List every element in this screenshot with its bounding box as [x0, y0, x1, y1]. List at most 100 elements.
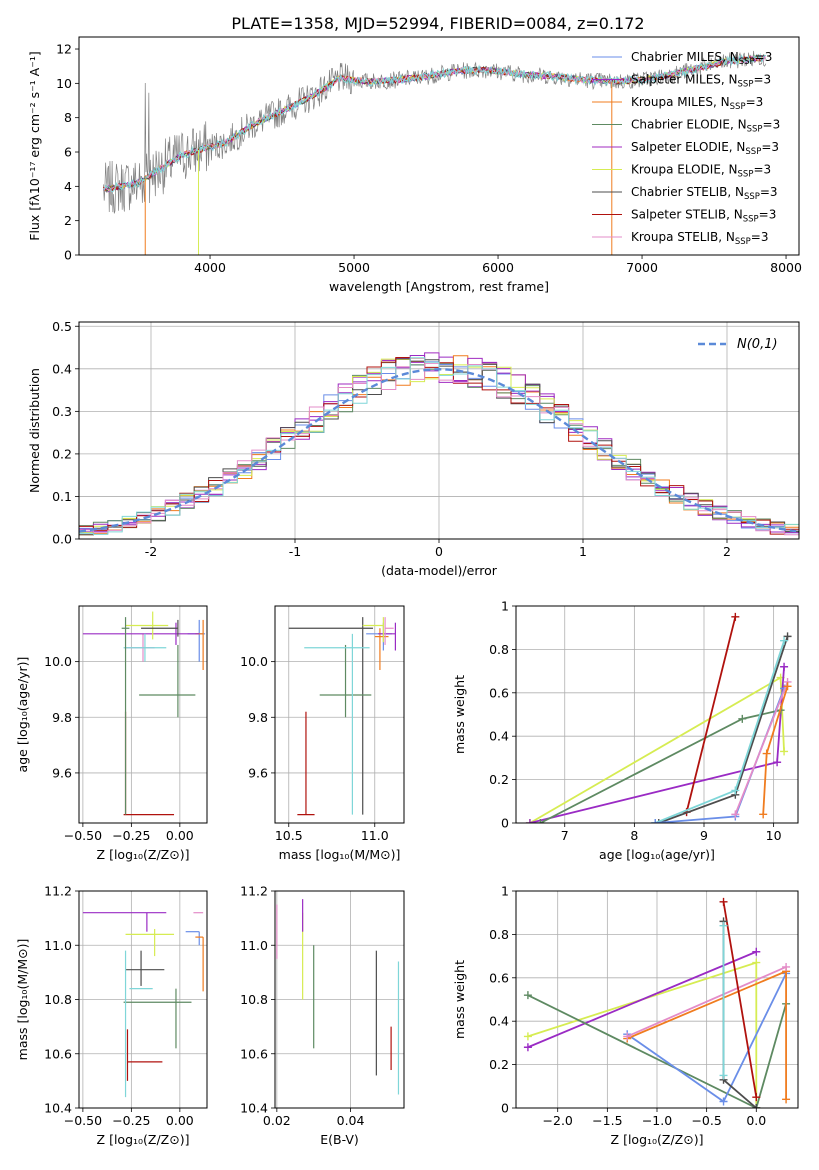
weight-point-marker — [752, 1093, 761, 1102]
weight-point-marker — [525, 819, 534, 823]
x-tick-label: 8 — [630, 828, 638, 843]
weight-series-line — [655, 688, 785, 823]
legend-label-sub: SSP — [735, 237, 751, 247]
y-tick-label: 0.5 — [52, 319, 72, 334]
weight-point-marker — [762, 749, 771, 758]
observed-spectrum — [103, 50, 767, 214]
y-tick-label: 10.6 — [44, 1046, 72, 1061]
y-tick-label: 0 — [501, 816, 509, 831]
legend-label-text: Kroupa MILES, N — [631, 95, 730, 109]
x-tick-label: 4000 — [194, 260, 226, 275]
x-tick-label: 0.00 — [166, 828, 194, 843]
weight-point-marker — [773, 758, 782, 767]
y-tick-label: 0.2 — [489, 1057, 509, 1072]
x-tick-label: −1.5 — [592, 1113, 622, 1128]
normal-reference-curve — [79, 368, 797, 533]
y-tick-label: 10.6 — [240, 1046, 268, 1061]
model-spectrum — [103, 55, 766, 191]
x-tick-label: 11.0 — [361, 828, 389, 843]
y-tick-label: 0.4 — [52, 361, 72, 376]
weight-series-line — [529, 676, 785, 823]
x-axis-label: (data-model)/error — [381, 563, 498, 578]
x-tick-label: −0.25 — [112, 828, 150, 843]
y-tick-label: 10.0 — [240, 654, 268, 669]
axes-frame — [515, 605, 799, 824]
x-tick-label: −0.50 — [64, 828, 102, 843]
x-tick-label: 7 — [561, 828, 569, 843]
legend-label: Chabrier MILES, NSSP=3 — [631, 50, 772, 67]
x-tick-label: 10.5 — [275, 828, 303, 843]
x-tick-label: −0.25 — [112, 1113, 150, 1128]
weight-point-marker — [536, 819, 545, 823]
weight-point-marker — [731, 810, 740, 819]
age-vs-metallicity-panel: −0.50 −0.25 0.00 9.6 9.8 10.0 Z [log₁₀(Z/Z⊙)] a… — [15, 605, 208, 862]
legend-label-suffix: =3 — [746, 95, 764, 109]
legend-label: Salpeter ELODIE, NSSP=3 — [631, 140, 779, 157]
mass-vs-metallicity-panel: −0.50 −0.25 0.00 10.4 10.6 10.8 11.0 11.2 Z [log… — [15, 884, 208, 1147]
x-tick-label: 0.0 — [746, 1113, 766, 1128]
weight-point-marker — [782, 962, 791, 971]
weight-point-marker — [783, 632, 792, 641]
y-axis-label: Normed distribution — [27, 368, 42, 493]
y-tick-label: 0.8 — [489, 642, 509, 657]
legend-label: Chabrier ELODIE, NSSP=3 — [631, 118, 780, 135]
y-tick-label: 0.2 — [489, 772, 509, 787]
x-axis-label: mass [log₁₀(M/M⊙)] — [279, 847, 401, 862]
spectrum-panel: 4000 5000 6000 7000 8000 0 2 4 6 8 10 12 wavelength … — [27, 36, 802, 294]
y-tick-label: 6 — [64, 145, 72, 160]
figure-title: PLATE=1358, MJD=52994, FIBERID=0084, z=0… — [231, 14, 644, 33]
x-tick-label: −0.5 — [691, 1113, 721, 1128]
weight-series-line — [722, 901, 758, 1098]
legend-label-suffix: =3 — [761, 140, 779, 154]
y-tick-label: 0.6 — [489, 970, 509, 985]
y-tick-label: 0 — [501, 1101, 509, 1116]
weight-point-marker — [523, 1043, 532, 1052]
weight-series-line — [529, 666, 785, 823]
legend-label: Kroupa STELIB, NSSP=3 — [631, 230, 769, 247]
x-tick-label: -1 — [289, 544, 301, 559]
weight-point-marker — [783, 682, 792, 691]
legend-label-suffix: =3 — [753, 163, 771, 177]
weight-point-marker — [651, 819, 660, 823]
y-axis-label: age [log₁₀(age/yr)] — [15, 657, 30, 773]
legend-label-suffix: =3 — [751, 230, 769, 244]
weight-series-line — [722, 921, 757, 1108]
y-tick-label: 10.4 — [44, 1101, 72, 1116]
plot-area — [82, 611, 206, 816]
x-tick-label: 0.02 — [263, 1113, 291, 1128]
x-tick-label: 10 — [766, 828, 782, 843]
y-tick-label: 0.2 — [52, 446, 72, 461]
legend-label-sub: SSP — [745, 147, 761, 157]
x-tick-label: 6000 — [482, 260, 514, 275]
plot-area — [523, 897, 791, 1108]
y-tick-label: 4 — [64, 179, 72, 194]
massweight-vs-age-panel: 7 8 9 10 0 0.2 0.4 0.6 0.8 1 age [log₁₀(age/yr)] ma… — [452, 599, 799, 862]
weight-point-marker — [731, 612, 740, 621]
legend-label-text: Chabrier MILES, N — [631, 50, 739, 64]
legend-label-text: Chabrier ELODIE, N — [631, 118, 747, 132]
x-axis-label: Z [log₁₀(Z/Z⊙)] — [611, 1132, 704, 1147]
x-tick-label: 0.00 — [166, 1113, 194, 1128]
legend-label: Kroupa MILES, NSSP=3 — [631, 95, 763, 112]
best-fit-model — [103, 52, 766, 193]
weight-point-marker — [782, 1095, 791, 1104]
y-tick-label: 0.1 — [52, 489, 72, 504]
x-tick-label: 9 — [700, 828, 708, 843]
legend-label-suffix: =3 — [763, 118, 781, 132]
y-tick-label: 9.6 — [52, 765, 72, 780]
weight-series-line — [626, 966, 787, 1038]
legend-label-sub: SSP — [730, 102, 746, 112]
weight-point-marker — [752, 958, 761, 967]
weight-series-line — [685, 616, 737, 813]
y-tick-label: 0.6 — [489, 685, 509, 700]
x-tick-label: 5000 — [338, 260, 370, 275]
x-tick-label: −1.0 — [642, 1113, 672, 1128]
y-axis-label: mass weight — [452, 960, 467, 1039]
mass-vs-extinction-panel: 0.02 0.04 10.4 10.6 10.8 11.0 11.2 E(B-V) — [240, 884, 405, 1147]
age-vs-mass-panel: 10.5 11.0 9.6 9.8 10.0 mass [log₁₀(M/M⊙)] — [240, 605, 405, 862]
x-tick-label: -2 — [145, 544, 157, 559]
y-tick-label: 11.2 — [44, 884, 72, 899]
legend-label-suffix: =3 — [755, 50, 773, 64]
legend-label-sub: SSP — [747, 125, 763, 135]
weight-point-marker — [523, 1032, 532, 1041]
